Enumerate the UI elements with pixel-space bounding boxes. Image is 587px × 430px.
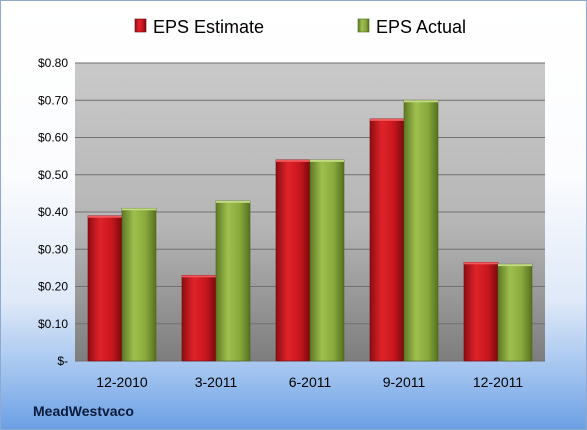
actual-bar <box>121 207 157 362</box>
y-tick-label: $0.50 <box>38 168 68 182</box>
estimate-bar-highlight <box>182 275 216 278</box>
legend-swatch-actual <box>357 18 370 33</box>
actual-bar-highlight <box>498 264 532 267</box>
y-tick-label: $0.80 <box>38 56 68 70</box>
y-tick-label: $0.20 <box>38 280 68 294</box>
legend-label-actual: EPS Actual <box>376 17 466 37</box>
estimate-bar <box>275 159 311 362</box>
x-category-label: 12-2010 <box>96 374 148 390</box>
x-category-label: 3-2011 <box>195 374 238 390</box>
estimate-bar-highlight <box>276 159 310 162</box>
actual-bar <box>309 159 345 362</box>
y-tick-label: $0.10 <box>38 317 68 331</box>
actual-bar <box>403 99 439 362</box>
x-category-label: 6-2011 <box>289 374 332 390</box>
estimate-bar <box>87 215 123 362</box>
actual-bar <box>497 263 533 362</box>
y-tick-label: $0.60 <box>38 131 68 145</box>
estimate-bar-highlight <box>88 215 122 218</box>
actual-bar-highlight <box>216 200 250 203</box>
y-tick-label: $0.70 <box>38 93 68 107</box>
actual-bar <box>215 200 251 362</box>
actual-bar-highlight <box>122 208 156 211</box>
estimate-bar <box>369 118 405 362</box>
estimate-bar <box>463 261 499 362</box>
x-category-label: 12-2011 <box>473 374 524 390</box>
actual-bar-highlight <box>310 159 344 162</box>
estimate-bar-highlight <box>370 118 404 121</box>
x-category-label: 9-2011 <box>383 374 426 390</box>
legend-swatch-estimate <box>134 18 147 33</box>
y-tick-label: $0.40 <box>38 205 68 219</box>
company-name: MeadWestvaco <box>33 403 134 419</box>
actual-bar-highlight <box>404 100 438 103</box>
estimate-bar <box>181 275 217 362</box>
estimate-bar-highlight <box>464 262 498 265</box>
legend-label-estimate: EPS Estimate <box>153 17 264 37</box>
y-tick-label: $0.30 <box>38 242 68 256</box>
y-tick-label: $- <box>57 354 68 368</box>
